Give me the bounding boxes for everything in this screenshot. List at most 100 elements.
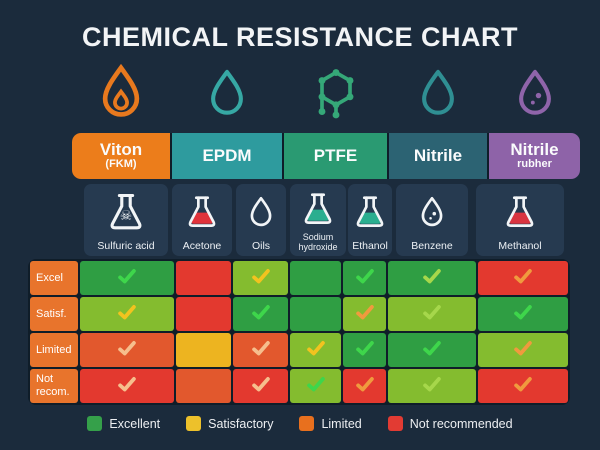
- rating-cell: [176, 261, 231, 295]
- material-icons-row: [72, 60, 580, 130]
- rating-cell: [176, 297, 231, 331]
- flask-icon: [351, 184, 389, 241]
- rating-cell: [233, 333, 288, 367]
- legend-label: Satisfactory: [208, 416, 274, 431]
- row-label: Satisf.: [30, 297, 78, 331]
- rating-cell: [233, 261, 288, 295]
- legend-swatch: [387, 416, 403, 431]
- rating-cell: [290, 261, 341, 295]
- material-header-row: Viton (FKM) EPDM PTFE Nitrile Nitrile rubher: [72, 133, 580, 179]
- rating-cell: [478, 261, 568, 295]
- rating-cell: [233, 369, 288, 403]
- chemical-tile: Methanol: [476, 184, 564, 256]
- row-label: Limited: [30, 333, 78, 367]
- check-icon: [116, 373, 138, 400]
- legend-swatch: [299, 416, 315, 431]
- material-name: Nitrile: [413, 146, 463, 166]
- material-icon-droplet-dots: [489, 60, 580, 130]
- legend-item: Limited: [299, 416, 362, 431]
- material-subtitle: (FKM): [105, 158, 137, 171]
- rating-cell: [388, 261, 476, 295]
- legend: Excellent Satisfactory Limited Not recommen…: [0, 416, 600, 431]
- svg-text:☠: ☠: [120, 209, 132, 225]
- check-icon: [305, 337, 327, 364]
- rating-cell: [80, 297, 174, 331]
- rating-cell: [290, 333, 341, 367]
- rating-cell: [478, 333, 568, 367]
- chemical-label: Ethanol: [352, 239, 388, 252]
- check-icon: [250, 301, 272, 328]
- legend-item: Satisfactory: [186, 416, 273, 431]
- check-icon: [421, 301, 443, 328]
- rating-cell: [388, 297, 476, 331]
- row-label: Excel: [30, 261, 78, 295]
- chemical-label: Sodium hydroxide: [298, 232, 338, 252]
- chemical-label: Sulfuric acid: [97, 239, 155, 252]
- rating-cell: [388, 333, 476, 367]
- legend-item: Excellent: [87, 416, 160, 431]
- droplet-icon: [244, 184, 278, 241]
- resistance-grid: Excel Satisf. Limited Not recom.: [28, 259, 570, 405]
- flask-icon: [183, 184, 221, 241]
- chart-title: CHEMICAL RESISTANCE CHART: [81, 22, 518, 52]
- material-subtitle: rubher: [517, 158, 552, 171]
- rating-cell: [343, 369, 386, 403]
- check-icon: [512, 301, 534, 328]
- rating-cell: [478, 297, 568, 331]
- rating-cell: [233, 297, 288, 331]
- rating-cell: [80, 261, 174, 295]
- flame-drop-icon: [93, 62, 149, 129]
- material-name: Viton: [99, 140, 143, 160]
- legend-label: Limited: [321, 416, 362, 431]
- flask-icon: [501, 184, 539, 241]
- chemical-tile: Acetone: [172, 184, 232, 256]
- material-name: PTFE: [313, 146, 358, 166]
- flask-icon: [299, 184, 337, 233]
- flask-skull-icon: ☠: [104, 184, 148, 241]
- material-icon-droplet: [389, 60, 487, 130]
- rating-cell: [80, 369, 174, 403]
- rating-cell: [388, 369, 476, 403]
- rating-cell: [176, 369, 231, 403]
- rating-cell: [343, 261, 386, 295]
- rating-cell: [478, 369, 568, 403]
- rating-cell: [176, 333, 231, 367]
- material-header: Nitrile: [389, 133, 487, 179]
- row-label: Not recom.: [30, 369, 78, 403]
- legend-swatch: [186, 416, 202, 431]
- check-icon: [116, 301, 138, 328]
- rating-cell: [80, 333, 174, 367]
- check-icon: [354, 301, 376, 328]
- droplet-dots-icon: [509, 64, 561, 127]
- rating-cell: [343, 333, 386, 367]
- check-icon: [250, 373, 272, 400]
- check-icon: [421, 373, 443, 400]
- check-icon: [305, 373, 327, 400]
- check-icon: [116, 337, 138, 364]
- molecule-icon: [308, 63, 364, 128]
- chemical-label: Oils: [251, 239, 271, 252]
- chemical-tile: Ethanol: [348, 184, 392, 256]
- material-header: Viton (FKM): [72, 133, 170, 179]
- chemical-label: Benzene: [411, 239, 453, 252]
- chemical-tile: Benzene: [396, 184, 468, 256]
- droplet-icon: [412, 64, 464, 127]
- check-icon: [250, 265, 272, 292]
- check-icon: [512, 373, 534, 400]
- legend-swatch: [87, 416, 103, 431]
- legend-label: Excellent: [109, 416, 161, 431]
- check-icon: [512, 265, 534, 292]
- material-header: PTFE: [284, 133, 387, 179]
- material-header: EPDM: [172, 133, 282, 179]
- chemical-tile: Sodium hydroxide: [290, 184, 346, 256]
- material-name: Nitrile: [510, 140, 559, 160]
- check-icon: [354, 373, 376, 400]
- check-icon: [354, 265, 376, 292]
- check-icon: [116, 265, 138, 292]
- check-icon: [250, 337, 272, 364]
- material-header: Nitrile rubher: [489, 133, 580, 179]
- material-icon-droplet: [172, 60, 282, 130]
- chemical-tile: ☠ Sulfuric acid: [84, 184, 168, 256]
- material-name: EPDM: [202, 146, 252, 166]
